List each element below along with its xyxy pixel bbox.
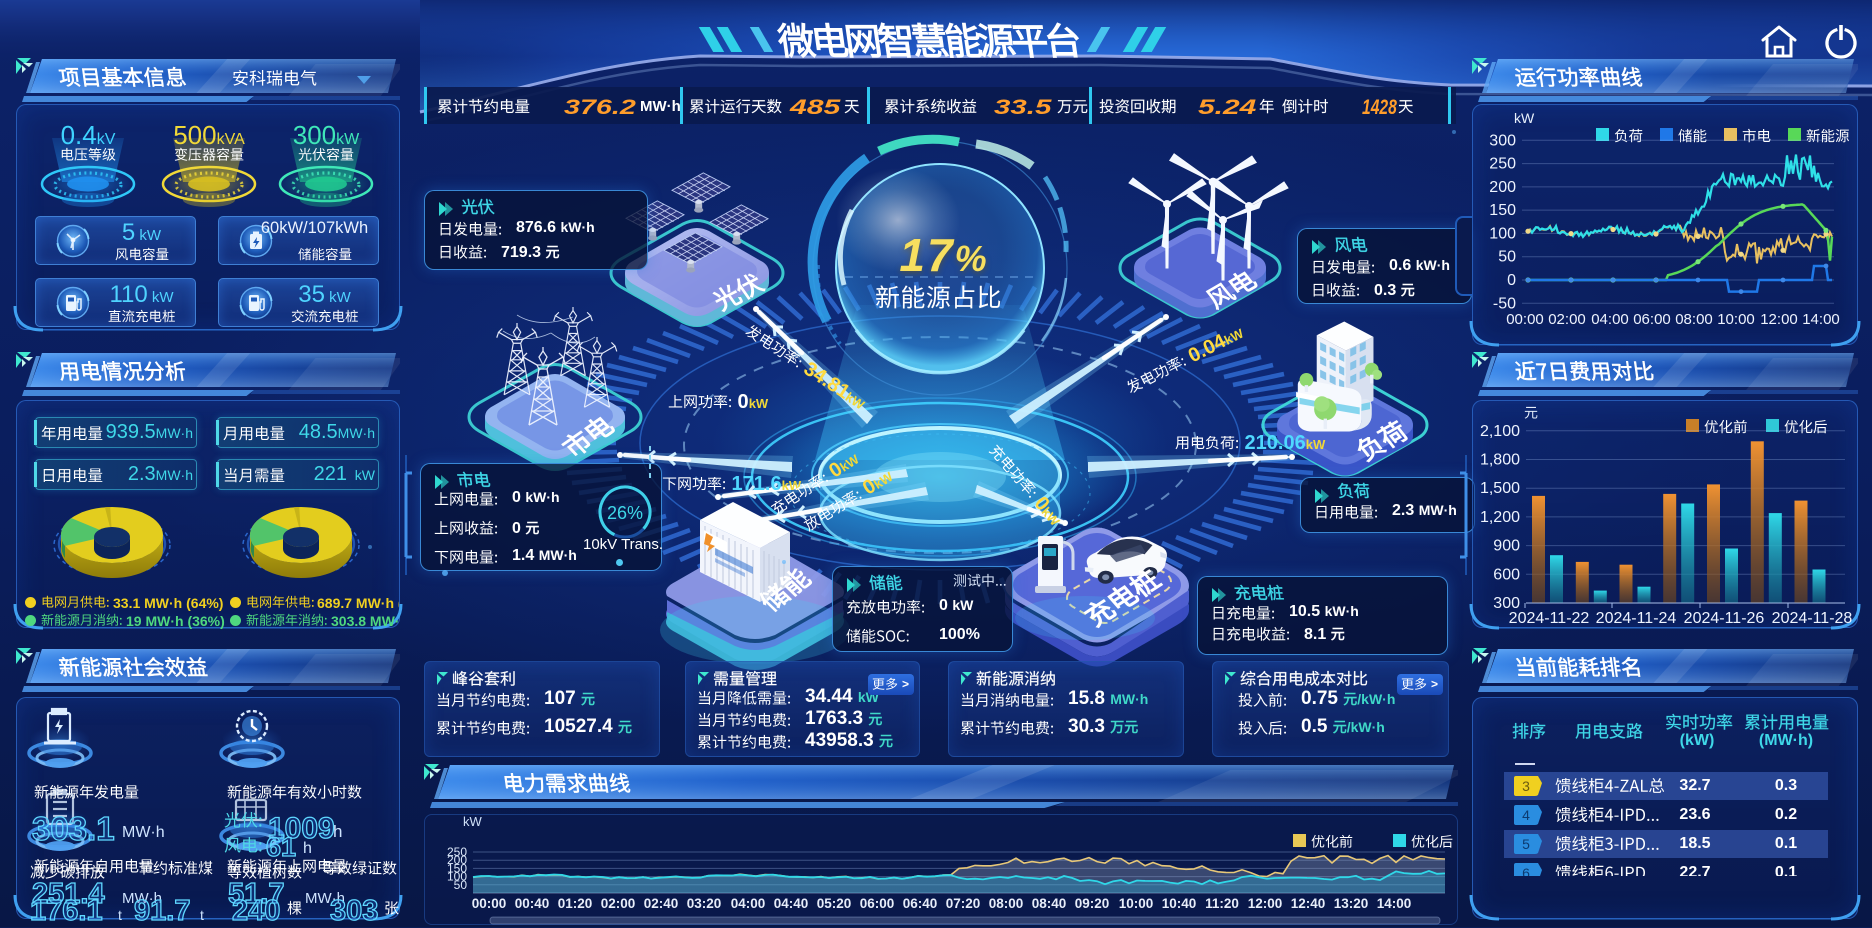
svg-text:2024-11-26: 2024-11-26 bbox=[1684, 610, 1765, 627]
svg-text:07:20: 07:20 bbox=[946, 896, 981, 911]
svg-text:1,500: 1,500 bbox=[1480, 480, 1520, 497]
svg-text:10:00: 10:00 bbox=[1717, 311, 1755, 328]
svg-text:6: 6 bbox=[1522, 865, 1530, 876]
svg-text:03:20: 03:20 bbox=[687, 896, 722, 911]
svg-text:00:40: 00:40 bbox=[515, 896, 550, 911]
svg-text:00:00: 00:00 bbox=[472, 896, 507, 911]
svg-text:250: 250 bbox=[1489, 156, 1516, 173]
svg-text:12:40: 12:40 bbox=[1291, 896, 1326, 911]
svg-text:200: 200 bbox=[1489, 179, 1516, 196]
svg-text:5: 5 bbox=[1522, 836, 1530, 852]
svg-text:02:00: 02:00 bbox=[1548, 311, 1586, 328]
svg-text:14:00: 14:00 bbox=[1377, 896, 1412, 911]
svg-text:14:00: 14:00 bbox=[1802, 311, 1840, 328]
svg-text:04:00: 04:00 bbox=[731, 896, 766, 911]
svg-text:900: 900 bbox=[1493, 538, 1520, 555]
svg-text:02:00: 02:00 bbox=[601, 896, 636, 911]
svg-text:09:20: 09:20 bbox=[1075, 896, 1110, 911]
svg-text:2024-11-22: 2024-11-22 bbox=[1509, 610, 1590, 627]
svg-text:06:40: 06:40 bbox=[903, 896, 938, 911]
svg-text:100: 100 bbox=[447, 870, 467, 884]
svg-text:50: 50 bbox=[1498, 249, 1516, 266]
svg-text:2024-11-28: 2024-11-28 bbox=[1772, 610, 1853, 627]
svg-text:50: 50 bbox=[454, 878, 468, 892]
svg-text:3: 3 bbox=[1522, 778, 1530, 794]
svg-text:-50: -50 bbox=[1493, 295, 1516, 312]
svg-text:12:00: 12:00 bbox=[1760, 311, 1798, 328]
svg-text:08:00: 08:00 bbox=[989, 896, 1024, 911]
svg-text:10:00: 10:00 bbox=[1119, 896, 1154, 911]
svg-text:0: 0 bbox=[1507, 272, 1516, 289]
svg-text:08:40: 08:40 bbox=[1032, 896, 1067, 911]
svg-text:200: 200 bbox=[447, 853, 467, 867]
svg-text:08:00: 08:00 bbox=[1675, 311, 1713, 328]
svg-text:13:20: 13:20 bbox=[1334, 896, 1369, 911]
svg-text:04:00: 04:00 bbox=[1591, 311, 1629, 328]
svg-text:06:00: 06:00 bbox=[860, 896, 895, 911]
svg-text:01:20: 01:20 bbox=[558, 896, 593, 911]
svg-text:12:00: 12:00 bbox=[1248, 896, 1283, 911]
svg-text:10:40: 10:40 bbox=[1162, 896, 1197, 911]
svg-text:600: 600 bbox=[1493, 566, 1520, 583]
svg-text:4: 4 bbox=[1522, 807, 1530, 823]
svg-text:300: 300 bbox=[1493, 595, 1520, 612]
svg-text:100: 100 bbox=[1489, 225, 1516, 242]
svg-text:05:20: 05:20 bbox=[817, 896, 852, 911]
svg-text:150: 150 bbox=[1489, 202, 1516, 219]
svg-text:04:40: 04:40 bbox=[774, 896, 809, 911]
svg-text:250: 250 bbox=[447, 845, 467, 859]
svg-text:11:20: 11:20 bbox=[1205, 896, 1239, 911]
svg-text:2,100: 2,100 bbox=[1480, 423, 1520, 440]
svg-text:06:00: 06:00 bbox=[1633, 311, 1671, 328]
svg-text:00:00: 00:00 bbox=[1506, 311, 1544, 328]
svg-text:2024-11-24: 2024-11-24 bbox=[1596, 610, 1677, 627]
svg-text:1,800: 1,800 bbox=[1480, 452, 1520, 469]
svg-text:1,200: 1,200 bbox=[1480, 509, 1520, 526]
svg-text:150: 150 bbox=[447, 861, 467, 875]
svg-text:02:40: 02:40 bbox=[644, 896, 679, 911]
svg-text:300: 300 bbox=[1489, 132, 1516, 149]
